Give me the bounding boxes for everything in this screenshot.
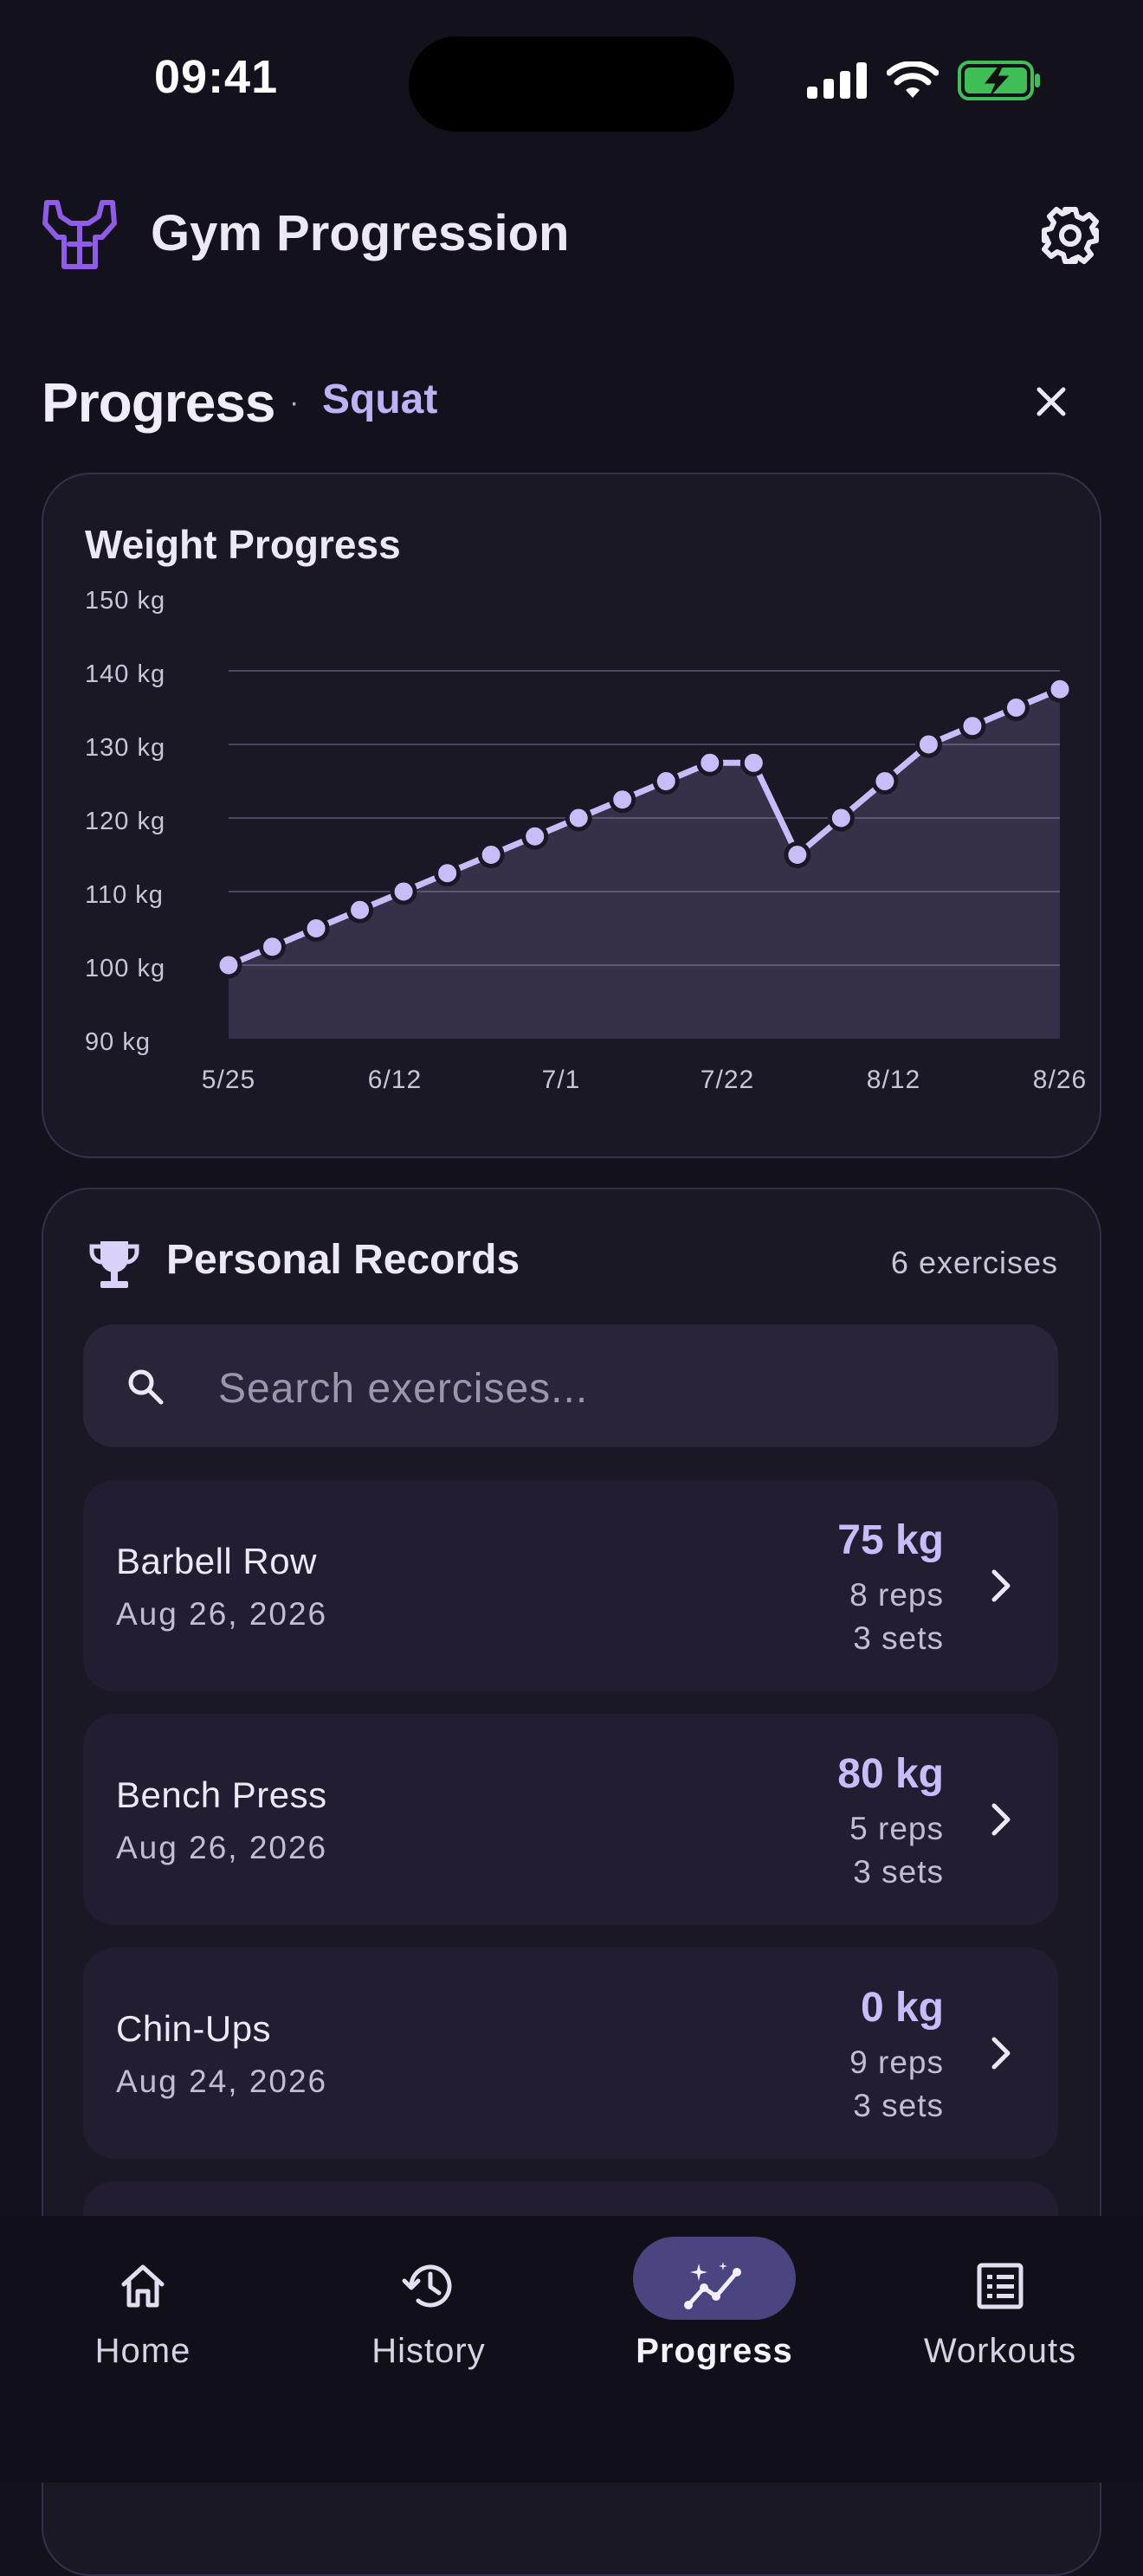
y-tick-label: 100 kg [85, 955, 165, 982]
battery-charging-icon [958, 61, 1040, 100]
x-tick-label: 8/12 [867, 1066, 920, 1094]
data-point [1046, 675, 1074, 703]
record-date: Aug 24, 2026 [116, 2064, 328, 2099]
chevron-right-icon [991, 1803, 1011, 1836]
data-point [696, 749, 724, 776]
close-icon [1036, 387, 1066, 416]
progress-icon [672, 2251, 757, 2322]
nav-progress[interactable]: Progress [572, 2216, 857, 2389]
nav-workouts-label: Workouts [923, 2332, 1077, 2370]
record-date: Aug 26, 2026 [116, 1830, 328, 1865]
app-title: Gym Progression [151, 205, 570, 261]
nav-history-label: History [371, 2332, 486, 2370]
title-separator: · [289, 386, 300, 419]
record-reps: 8 reps [849, 1577, 944, 1613]
y-tick-label: 90 kg [85, 1028, 151, 1056]
record-row-barbell-row[interactable]: Barbell Row Aug 26, 2026 75 kg 8 reps 3 … [83, 1480, 1058, 1691]
home-icon [100, 2251, 185, 2322]
wifi-icon [887, 61, 939, 98]
trophy-icon [87, 1236, 142, 1291]
gear-icon [1042, 207, 1099, 264]
y-tick-label: 120 kg [85, 808, 165, 835]
search-icon [126, 1368, 165, 1406]
record-date: Aug 26, 2026 [116, 1596, 328, 1632]
record-sets: 3 sets [853, 1854, 944, 1890]
bottom-navigation: Home History Progress [0, 2216, 1143, 2483]
dynamic-island [409, 36, 734, 132]
weight-progress-chart: 150 kg 140 kg 130 kg 120 kg 110 kg 100 kg 90 k… [85, 587, 1087, 1094]
data-point [259, 933, 287, 961]
app-logo [38, 197, 121, 274]
data-point [1002, 694, 1030, 721]
data-point [871, 768, 899, 795]
record-sets: 3 sets [853, 1620, 944, 1656]
x-tick-label: 5/25 [202, 1066, 255, 1094]
record-reps: 9 reps [849, 2045, 944, 2080]
record-weight: 0 kg [860, 1985, 944, 2031]
workouts-list-icon [958, 2251, 1043, 2322]
y-tick-label: 130 kg [85, 734, 165, 762]
y-tick-label: 140 kg [85, 660, 165, 688]
signal-icon [807, 62, 867, 99]
nav-workouts[interactable]: Workouts [857, 2216, 1143, 2389]
nav-home-label: Home [94, 2332, 191, 2370]
record-name: Bench Press [116, 1774, 327, 1815]
status-time: 09:41 [154, 51, 279, 103]
page-title: Progress [42, 371, 275, 434]
x-tick-label: 8/26 [1033, 1066, 1087, 1094]
record-row-bench-press[interactable]: Bench Press Aug 26, 2026 80 kg 5 reps 3 … [83, 1714, 1058, 1925]
data-point [302, 915, 330, 942]
data-point [477, 841, 505, 868]
nav-home[interactable]: Home [0, 2216, 286, 2389]
data-point [434, 860, 462, 887]
data-point [959, 712, 986, 740]
series-area [229, 689, 1060, 1039]
record-name: Barbell Row [116, 1541, 317, 1581]
record-row-chin-ups[interactable]: Chin-Ups Aug 24, 2026 0 kg 9 reps 3 sets [83, 1948, 1058, 2159]
data-point [390, 878, 417, 905]
y-tick-label: 110 kg [85, 881, 164, 909]
data-point [784, 841, 811, 868]
data-point [652, 768, 680, 795]
data-point [215, 951, 242, 979]
nav-history[interactable]: History [286, 2216, 572, 2389]
record-name: Chin-Ups [116, 2008, 272, 2049]
chevron-right-icon [991, 2037, 1011, 2070]
selected-exercise: Squat [322, 377, 438, 422]
nav-progress-label: Progress [636, 2332, 793, 2370]
data-point [914, 731, 942, 758]
record-sets: 3 sets [853, 2088, 944, 2123]
records-title: Personal Records [166, 1237, 520, 1283]
record-weight: 75 kg [837, 1517, 944, 1563]
records-count: 6 exercises [890, 1245, 1058, 1280]
settings-button[interactable] [1036, 201, 1105, 270]
x-tick-label: 6/12 [368, 1066, 422, 1094]
data-point [827, 804, 855, 832]
x-tick-label: 7/1 [542, 1066, 581, 1094]
close-button[interactable] [1024, 374, 1079, 429]
flexing-arms-icon [42, 200, 117, 269]
data-point [521, 822, 549, 850]
data-point [565, 804, 592, 832]
y-tick-label: 150 kg [85, 587, 165, 615]
status-icons [807, 61, 1041, 100]
record-reps: 5 reps [849, 1811, 944, 1846]
x-tick-label: 7/22 [701, 1066, 754, 1094]
data-point [609, 786, 636, 814]
chevron-right-icon [991, 1569, 1011, 1602]
data-point [346, 896, 374, 924]
chart-title: Weight Progress [85, 522, 401, 567]
search-input[interactable] [216, 1350, 999, 1426]
data-point [739, 749, 767, 776]
nav-active-indicator [633, 2237, 796, 2320]
record-weight: 80 kg [837, 1751, 944, 1797]
history-icon [386, 2251, 471, 2322]
